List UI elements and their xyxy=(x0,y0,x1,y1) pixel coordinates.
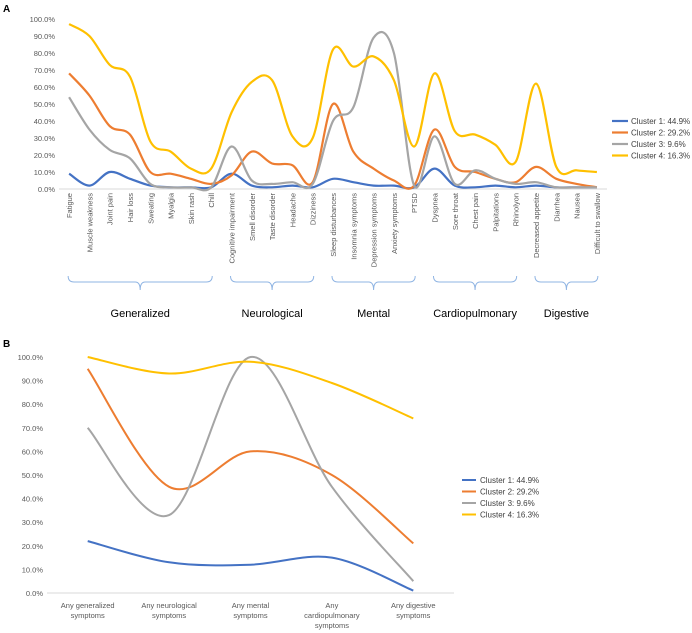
b-y-tick-label: 10.0% xyxy=(22,565,44,574)
a-category-label: Hair loss xyxy=(126,193,135,222)
a-category-label: Joint pain xyxy=(106,193,115,225)
a-category-label: Cognitive impairment xyxy=(228,192,237,263)
a-y-tick-label: 10.0% xyxy=(34,168,56,177)
a-group-label: Mental xyxy=(357,308,390,320)
b-series-line xyxy=(86,368,414,545)
a-category-label: Depression symptoms xyxy=(370,193,379,267)
a-category-label: Headache xyxy=(288,193,297,227)
a-y-tick-label: 60.0% xyxy=(34,83,56,92)
a-legend-label: Cluster 2: 29.2% xyxy=(631,129,690,138)
b-series-line xyxy=(87,356,414,420)
a-category-label: Sweating xyxy=(146,193,155,224)
b-category-label: Any mental xyxy=(232,601,270,610)
a-legend-label: Cluster 3: 9.6% xyxy=(631,140,686,149)
a-category-label: Sleep disturbances xyxy=(329,193,338,257)
a-category-label: Nausea xyxy=(573,192,582,219)
a-group-label: Neurological xyxy=(242,308,303,320)
a-category-label: PTSD xyxy=(410,192,419,213)
b-legend-label: Cluster 3: 9.6% xyxy=(480,499,535,508)
b-category-label: symptoms xyxy=(396,611,430,620)
a-y-tick-label: 80.0% xyxy=(34,49,56,58)
a-y-tick-label: 40.0% xyxy=(34,117,56,126)
a-category-label: Taste disorder xyxy=(268,193,277,241)
a-group-bracket xyxy=(67,275,213,291)
b-series-line xyxy=(86,355,415,582)
a-category-label: Palpitations xyxy=(491,193,500,232)
b-category-label: symptoms xyxy=(71,611,105,620)
b-category-label: Any xyxy=(325,601,338,610)
b-y-tick-label: 70.0% xyxy=(22,424,44,433)
a-series-line xyxy=(68,167,597,190)
a-category-label: Chest pain xyxy=(471,193,480,229)
b-category-label: Any neurological xyxy=(141,601,197,610)
a-series-line xyxy=(68,23,597,176)
b-category-label: Any generalized xyxy=(61,601,115,610)
a-category-label: Anxiety symptoms xyxy=(390,193,399,254)
b-y-tick-label: 60.0% xyxy=(22,447,44,456)
a-category-label: Diarrhea xyxy=(552,192,561,222)
b-legend-label: Cluster 4: 16.3% xyxy=(480,511,539,520)
a-category-label: Smell disorder xyxy=(248,193,257,241)
a-category-label: Fatigue xyxy=(65,193,74,218)
a-category-label: Skin rash xyxy=(187,193,196,224)
a-group-label: Digestive xyxy=(544,308,589,320)
a-category-label: Decreased appetite xyxy=(532,193,541,258)
b-legend-label: Cluster 1: 44.9% xyxy=(480,476,539,485)
a-y-tick-label: 0.0% xyxy=(38,185,55,194)
b-y-tick-label: 50.0% xyxy=(22,471,44,480)
b-y-tick-label: 100.0% xyxy=(18,353,44,362)
a-y-tick-label: 90.0% xyxy=(34,32,56,41)
b-y-tick-label: 40.0% xyxy=(22,495,44,504)
b-category-label: cardiopulmonary xyxy=(304,611,360,620)
b-category-label: symptoms xyxy=(152,611,186,620)
a-category-label: Muscle weakness xyxy=(85,193,94,252)
b-y-tick-label: 80.0% xyxy=(22,400,44,409)
a-legend-label: Cluster 4: 16.3% xyxy=(631,152,690,161)
a-series-line xyxy=(68,72,598,190)
chart-a: 0.0% 10.0% 20.0% 30.0% 40.0% 50.0% 60.0% 70.0% 8… xyxy=(30,15,691,320)
a-y-tick-label: 100.0% xyxy=(30,15,56,24)
b-legend-label: Cluster 2: 29.2% xyxy=(480,488,539,497)
a-group-label: Cardiopulmonary xyxy=(433,308,517,320)
b-y-tick-label: 20.0% xyxy=(22,542,44,551)
a-category-label: Sore throat xyxy=(451,192,460,230)
b-y-tick-label: 0.0% xyxy=(26,589,43,598)
b-series-line xyxy=(87,540,414,592)
b-category-label: symptoms xyxy=(315,621,349,630)
a-group-bracket xyxy=(230,275,315,291)
b-category-label: Any digestive xyxy=(391,601,436,610)
a-y-tick-label: 30.0% xyxy=(34,134,56,143)
a-category-label: Insomnia symptoms xyxy=(349,193,358,260)
chart-b: 0.0% 10.0% 20.0% 30.0% 40.0% 50.0% 60.0% 70.0% 8… xyxy=(18,353,540,630)
panel-a-label: A xyxy=(3,4,10,15)
b-y-tick-label: 90.0% xyxy=(22,377,44,386)
panel-b-label: B xyxy=(3,339,10,350)
a-y-tick-label: 50.0% xyxy=(34,100,56,109)
a-group-bracket xyxy=(432,275,518,291)
b-y-tick-label: 30.0% xyxy=(22,518,44,527)
a-series-line xyxy=(68,30,597,192)
a-group-bracket xyxy=(331,275,416,291)
a-group-bracket xyxy=(534,275,599,291)
a-category-label: Difficult to swallow xyxy=(593,192,602,254)
a-category-label: Rhinolyon xyxy=(512,193,521,226)
a-category-label: Chill xyxy=(207,193,216,208)
a-category-label: Myalgia xyxy=(167,192,176,219)
a-y-tick-label: 20.0% xyxy=(34,151,56,160)
a-y-tick-label: 70.0% xyxy=(34,66,56,75)
a-legend-label: Cluster 1: 44.9% xyxy=(631,117,690,126)
a-category-label: Dyspnea xyxy=(430,192,439,222)
a-group-label: Generalized xyxy=(111,308,170,320)
a-category-label: Dizziness xyxy=(309,193,318,225)
b-category-label: symptoms xyxy=(233,611,267,620)
